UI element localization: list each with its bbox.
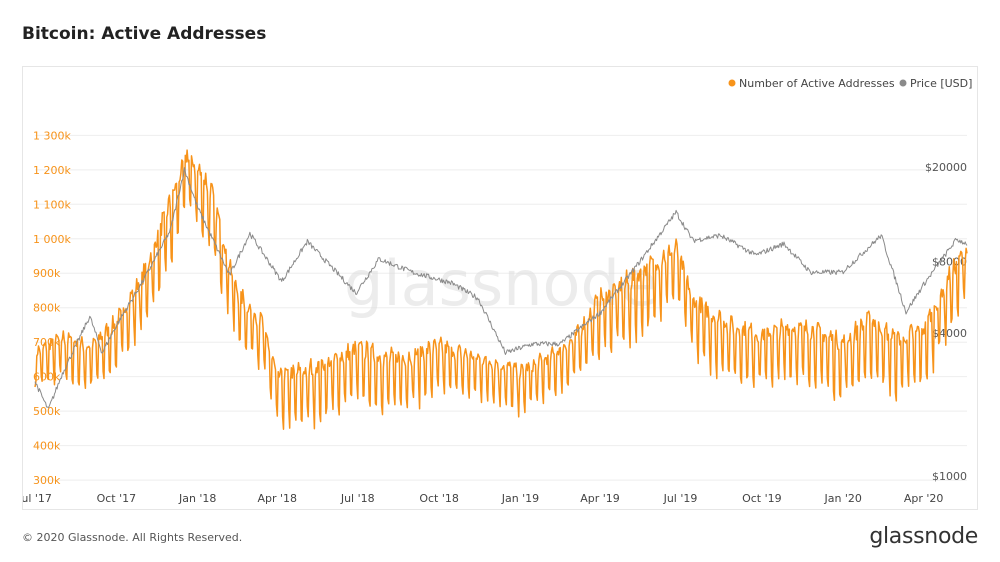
x-axis-tick-label: Oct '18 [419, 492, 459, 505]
x-axis-tick-label: Jan '20 [823, 492, 861, 505]
right-axis-tick-label: $1000 [932, 470, 967, 483]
watermark: glassnode [344, 247, 658, 320]
left-axis-tick-label: 400k [33, 440, 61, 453]
x-axis-tick-label: Oct '17 [97, 492, 137, 505]
x-axis-tick-label: Jul '18 [340, 492, 375, 505]
x-axis-tick-label: Jan '19 [501, 492, 539, 505]
left-axis-tick-label: 700k [33, 336, 61, 349]
left-axis-tick-label: 300k [33, 474, 61, 487]
active-addresses-line [34, 149, 968, 430]
left-axis-tick-label: 900k [33, 267, 61, 280]
chart-frame: 300k 400k 500k 600k 700k 800k 900k 1 000k 1 100k… [22, 66, 978, 510]
left-axis-tick-label: 800k [33, 302, 61, 315]
price-line [34, 167, 968, 409]
legend-marker-addresses [728, 79, 736, 87]
glassnode-logo[interactable]: glassnode [869, 524, 978, 549]
right-axis-tick-label: $4000 [932, 327, 967, 340]
x-axis-tick-label: Jul '17 [23, 492, 52, 505]
page-title: Bitcoin: Active Addresses [22, 24, 267, 44]
x-axis-tick-label: Apr '18 [258, 492, 298, 505]
x-axis-tick-label: Apr '19 [580, 492, 620, 505]
x-axis-tick-label: Jul '19 [663, 492, 698, 505]
x-axis-tick-label: Oct '19 [742, 492, 782, 505]
left-axis-tick-label: 1 200k [33, 164, 71, 177]
right-axis-tick-label: $20000 [925, 161, 967, 174]
left-axis-tick-label: 500k [33, 405, 61, 418]
x-axis-tick-label: Jan '18 [178, 492, 216, 505]
legend-label-addresses: Number of Active Addresses [739, 77, 895, 90]
x-axis-tick-label: Apr '20 [904, 492, 944, 505]
left-axis-tick-label: 1 000k [33, 233, 71, 246]
legend-label-price: Price [USD] [910, 77, 972, 90]
legend: Number of Active Addresses Price [USD] [728, 77, 972, 90]
left-axis-tick-label: 1 100k [33, 198, 71, 211]
copyright-notice: © 2020 Glassnode. All Rights Reserved. [22, 531, 243, 544]
legend-marker-price [899, 79, 907, 87]
left-axis-tick-label: 1 300k [33, 129, 71, 142]
